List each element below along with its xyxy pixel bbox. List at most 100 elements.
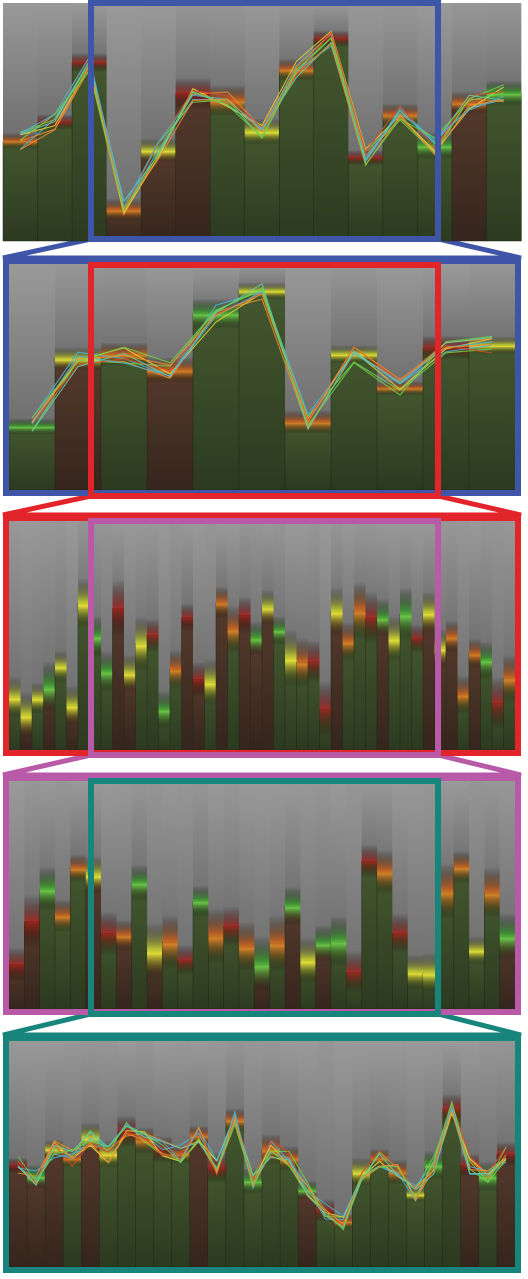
- bar-lower: [135, 1140, 155, 1268]
- bar-upper: [308, 521, 320, 662]
- bar-upper: [158, 521, 171, 710]
- bar-glow: [392, 913, 409, 954]
- bar-glow: [70, 854, 87, 883]
- highlight-box: [88, 0, 441, 242]
- bar-glow: [89, 615, 102, 658]
- bar-lower: [2, 140, 39, 242]
- bar-glow: [250, 621, 263, 656]
- bar-lower: [81, 1137, 101, 1268]
- bar-upper: [243, 1041, 263, 1182]
- bar-glow: [377, 598, 389, 638]
- bar-glow: [24, 894, 41, 949]
- bar-lower: [62, 1158, 82, 1268]
- bar-upper: [9, 521, 21, 698]
- bar-glow: [101, 911, 117, 956]
- bar-glow: [223, 906, 240, 947]
- bar-upper: [208, 781, 225, 936]
- bar-upper: [20, 521, 33, 716]
- bar-lower: [100, 354, 148, 491]
- bar-glow: [262, 589, 274, 626]
- bar-lower: [54, 358, 102, 491]
- bar-glow: [239, 596, 251, 634]
- bar-lower: [99, 1153, 119, 1268]
- bar-upper: [469, 781, 485, 951]
- bar-lower: [238, 614, 252, 751]
- trajectory-line: [31, 291, 493, 425]
- bar-upper: [334, 1041, 353, 1222]
- bar-lower: [370, 1158, 390, 1268]
- bar-lower: [153, 1149, 173, 1268]
- bar-upper: [9, 1041, 28, 1166]
- bar-upper: [352, 1041, 371, 1173]
- bar-lower: [406, 1194, 426, 1268]
- bar-upper: [503, 521, 516, 679]
- bar-upper: [227, 521, 240, 630]
- bar-upper: [189, 1041, 209, 1136]
- bar-lower: [411, 638, 424, 751]
- bar-lower: [376, 617, 390, 751]
- bar-upper: [78, 521, 90, 604]
- bar-lower: [44, 1149, 64, 1268]
- bar-upper: [45, 1041, 64, 1150]
- bar-upper: [460, 1041, 480, 1166]
- bar-upper: [117, 1041, 136, 1132]
- bar-lower: [181, 617, 194, 751]
- bar-glow: [78, 578, 90, 629]
- bar-upper: [239, 521, 251, 616]
- bar-lower: [313, 38, 349, 242]
- bar-upper: [423, 264, 470, 348]
- bar-upper: [382, 3, 418, 115]
- trajectory-line: [20, 42, 504, 211]
- bar-upper: [400, 521, 412, 615]
- bar-lower: [8, 1165, 28, 1268]
- bar-upper: [406, 1041, 426, 1195]
- bar-upper: [492, 521, 504, 704]
- bar-upper: [480, 521, 493, 661]
- trajectory-lines: [19, 30, 504, 216]
- bar-upper: [285, 264, 332, 423]
- trajectory-line: [19, 36, 504, 213]
- bar-upper: [239, 781, 255, 947]
- bar-upper: [411, 521, 424, 639]
- bar-glow: [112, 579, 125, 637]
- bar-glow: [158, 690, 171, 729]
- bar-glow: [469, 638, 481, 669]
- bar-upper: [407, 781, 424, 973]
- highlight-box: [88, 518, 441, 758]
- bar-upper: [453, 781, 470, 868]
- bar-glow: [423, 591, 435, 634]
- bar-glow: [315, 925, 332, 962]
- bar-upper: [342, 521, 355, 642]
- bar-glow: [370, 1149, 389, 1168]
- panel-4: [3, 775, 521, 1017]
- bar-upper: [486, 3, 522, 94]
- bar-lower: [146, 635, 160, 751]
- bar-upper: [81, 1041, 100, 1139]
- bar-glow: [423, 952, 439, 994]
- bar-upper: [9, 264, 56, 427]
- bar-upper: [319, 521, 332, 710]
- trajectory-line: [31, 293, 493, 424]
- bar-glow: [346, 950, 363, 994]
- bar-upper: [147, 781, 163, 951]
- bar-upper: [162, 781, 179, 943]
- bar-upper: [24, 781, 41, 922]
- bar-glow: [193, 661, 205, 697]
- bar-upper: [225, 1041, 245, 1121]
- bar-upper: [354, 521, 366, 611]
- bar-glow: [66, 685, 79, 726]
- bar-glow: [453, 850, 470, 885]
- bars-group: [2, 3, 522, 242]
- bar-upper: [207, 1041, 227, 1168]
- bar-upper: [131, 781, 148, 883]
- bar-upper: [63, 1041, 82, 1159]
- bar-glow: [308, 640, 320, 684]
- bar-upper: [116, 781, 133, 936]
- bar-glow: [181, 603, 194, 632]
- bar-upper: [361, 781, 378, 862]
- bar-upper: [442, 1041, 462, 1109]
- bar-upper: [273, 521, 286, 631]
- bars-group: [8, 781, 516, 1010]
- bar-glow: [55, 650, 67, 682]
- trajectory-line: [31, 289, 493, 427]
